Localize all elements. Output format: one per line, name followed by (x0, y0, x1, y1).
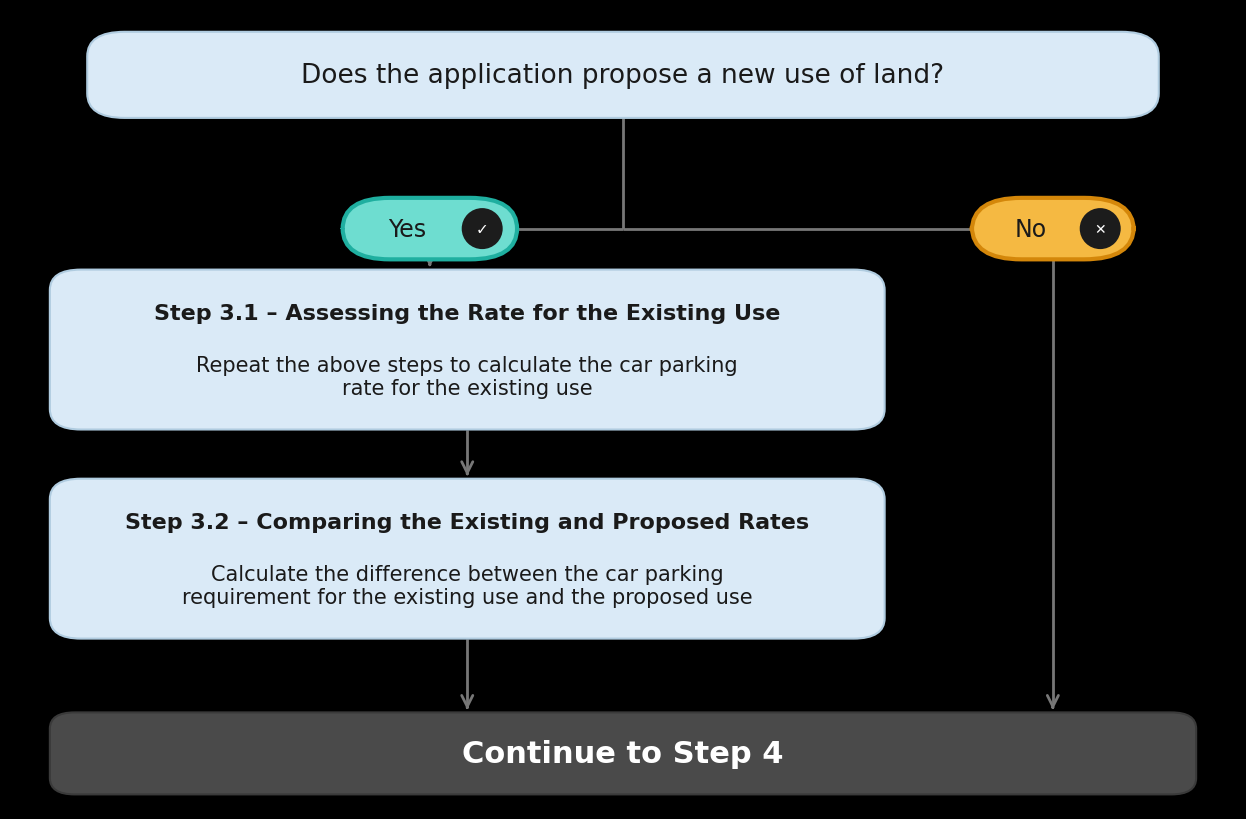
Text: Yes: Yes (389, 217, 426, 242)
Text: Repeat the above steps to calculate the car parking
rate for the existing use: Repeat the above steps to calculate the … (197, 355, 738, 399)
Text: No: No (1014, 217, 1047, 242)
FancyBboxPatch shape (50, 479, 885, 639)
Text: ✓: ✓ (476, 222, 488, 237)
Text: ✕: ✕ (1094, 222, 1106, 237)
Text: Step 3.1 – Assessing the Rate for the Existing Use: Step 3.1 – Assessing the Rate for the Ex… (155, 303, 780, 324)
FancyBboxPatch shape (50, 713, 1196, 794)
FancyBboxPatch shape (87, 33, 1159, 119)
FancyBboxPatch shape (50, 270, 885, 430)
Text: Continue to Step 4: Continue to Step 4 (462, 739, 784, 768)
Ellipse shape (462, 209, 502, 250)
FancyBboxPatch shape (343, 199, 517, 260)
FancyBboxPatch shape (972, 199, 1134, 260)
Text: Step 3.2 – Comparing the Existing and Proposed Rates: Step 3.2 – Comparing the Existing and Pr… (125, 512, 810, 532)
Text: Does the application propose a new use of land?: Does the application propose a new use o… (302, 63, 944, 88)
Text: Calculate the difference between the car parking
requirement for the existing us: Calculate the difference between the car… (182, 564, 753, 608)
Ellipse shape (1080, 209, 1120, 250)
